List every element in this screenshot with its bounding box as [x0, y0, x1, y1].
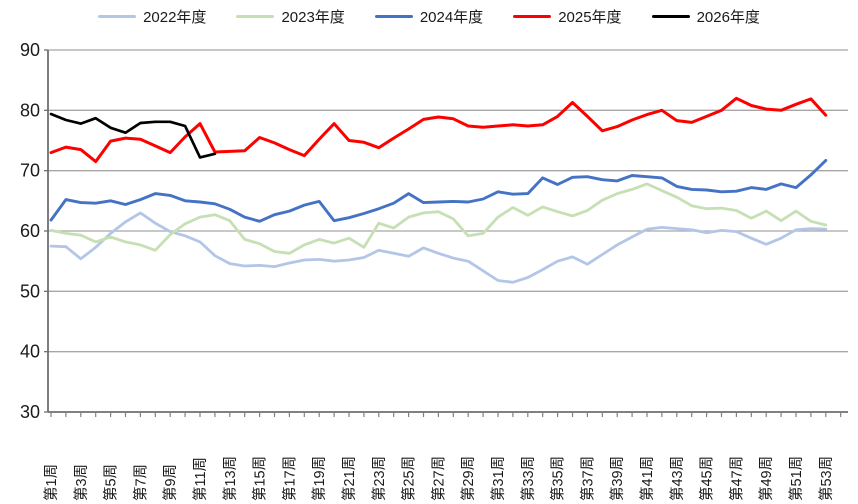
x-tick-label-11: 第11周 — [191, 457, 209, 501]
y-tick-label-70: 70 — [20, 161, 40, 181]
x-tick-label-13: 第13周 — [221, 456, 239, 501]
series-line-2026 — [49, 112, 217, 159]
x-tick-label-23: 第23周 — [370, 456, 388, 501]
series-line-2023 — [49, 182, 828, 255]
x-tick-label-47: 第47周 — [727, 456, 745, 501]
x-tick-label-53: 第53周 — [817, 456, 835, 501]
x-tick-label-33: 第33周 — [519, 456, 537, 501]
legend-item-2022: 2022年度 — [98, 6, 206, 27]
x-axis-labels: 第1周 第3周 第5周 第7周 第9周 第11周 第13周 第15周 第17周 第19周 第21周第… — [42, 456, 835, 501]
y-tick-label-30: 30 — [20, 402, 40, 422]
x-tick-label-43: 第43周 — [668, 456, 686, 501]
legend-label: 2026年度 — [696, 9, 760, 26]
x-tick-label-3: 第3周 — [72, 464, 90, 501]
legend-line-swatch — [98, 15, 137, 18]
series-line-2022 — [49, 211, 828, 284]
x-tick-label-1: 第1周 — [42, 464, 60, 501]
x-tick-label-15: 第15周 — [251, 456, 269, 501]
legend-label: 2022年度 — [143, 9, 207, 26]
series-line-2024 — [49, 158, 828, 223]
series-line-2025 — [49, 96, 828, 164]
x-tick-label-27: 第27周 — [429, 456, 447, 501]
legend-item-2026: 2026年度 — [651, 6, 760, 27]
x-tick-label-9: 第9周 — [161, 464, 179, 501]
x-tick-label-39: 第39周 — [608, 456, 626, 501]
legend-line-swatch — [513, 15, 552, 18]
x-tick-label-37: 第37周 — [578, 456, 596, 501]
legend-line-swatch — [651, 15, 690, 18]
legend-label: 2025年度 — [558, 9, 622, 26]
legend-item-2024: 2024年度 — [374, 6, 484, 27]
legend-label: 2024年度 — [419, 9, 484, 26]
x-tick-label-5: 第5周 — [102, 464, 120, 501]
x-tick-label-51: 第51周 — [787, 456, 805, 501]
legend-line-swatch — [374, 15, 413, 18]
y-tick-label-90: 90 — [20, 40, 40, 60]
x-tick-label-49: 第49周 — [757, 456, 775, 501]
x-tick-label-41: 第41周 — [638, 456, 656, 501]
series-lines — [49, 96, 828, 284]
y-tick-label-60: 60 — [20, 221, 40, 241]
x-tick-label-31: 第31周 — [489, 456, 507, 501]
y-tick-label-50: 50 — [20, 281, 40, 301]
legend-item-2025: 2025年度 — [513, 6, 622, 27]
x-tick-label-35: 第35周 — [549, 456, 567, 501]
y-tick-label-80: 80 — [20, 100, 40, 120]
x-tick-label-29: 第29周 — [459, 456, 477, 501]
x-tick-label-45: 第45周 — [698, 456, 716, 501]
x-axis-ticks — [50, 412, 842, 417]
x-tick-label-25: 第25周 — [400, 456, 418, 501]
legend-line-swatch — [236, 15, 275, 18]
y-axis — [44, 49, 49, 413]
legend-label: 2023年度 — [281, 9, 345, 26]
x-tick-label-17: 第17周 — [280, 456, 298, 501]
y-axis-labels: 90 80 70 60 50 40 30 — [20, 40, 40, 422]
x-tick-label-7: 第7周 — [131, 464, 149, 501]
x-tick-label-19: 第19周 — [310, 456, 328, 501]
legend-item-2023: 2023年度 — [236, 6, 345, 27]
y-tick-label-40: 40 — [20, 342, 40, 362]
x-tick-label-21: 第21周 — [340, 456, 358, 501]
chart-legend: 2022年度 2023年度 2024年度 2025年度 2026年度 — [0, 6, 858, 27]
